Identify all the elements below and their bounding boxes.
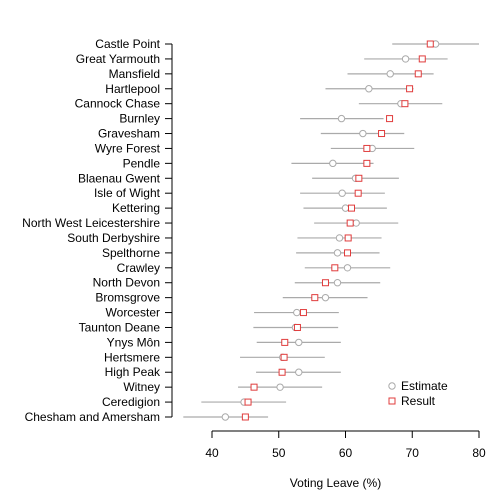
row-label: Gravesham	[98, 127, 160, 141]
x-tick-label: 50	[272, 446, 286, 460]
result-point	[401, 100, 409, 108]
estimate-markers	[221, 40, 440, 421]
x-axis: 40 50 60 70 80	[205, 430, 486, 460]
estimate-point	[401, 55, 410, 63]
result-point	[355, 174, 363, 182]
estimate-point	[341, 204, 350, 212]
row-label: Castle Point	[95, 37, 160, 51]
result-point	[363, 144, 371, 152]
result-point	[278, 368, 286, 376]
row-label: Cannock Chase	[75, 97, 161, 111]
estimate-point	[221, 413, 230, 421]
row-label: Kettering	[112, 201, 160, 215]
estimate-point	[337, 114, 346, 123]
estimate-point	[333, 249, 342, 257]
row-label: High Peak	[105, 365, 161, 379]
row-label: Burnley	[119, 112, 160, 126]
row-label: Worcester	[106, 306, 160, 320]
row-label: North West Leicestershire	[22, 216, 160, 230]
result-point	[344, 249, 352, 257]
row-label: Isle of Wight	[94, 186, 161, 200]
result-point	[250, 383, 258, 391]
estimate-point	[295, 338, 303, 347]
result-point	[418, 55, 426, 63]
estimate-point	[276, 383, 284, 391]
row-label: South Derbyshire	[67, 231, 160, 245]
estimate-point	[295, 368, 303, 376]
row-label: Wyre Forest	[95, 141, 161, 155]
result-point	[363, 159, 371, 167]
result-point	[321, 279, 329, 287]
legend-estimate-marker	[388, 382, 396, 390]
interval-lines	[183, 43, 479, 418]
result-point	[406, 85, 414, 93]
row-label: Great Yarmouth	[76, 52, 160, 66]
row-label: Hertsmere	[104, 350, 160, 364]
result-point	[331, 264, 339, 272]
x-tick-label: 70	[406, 446, 420, 460]
result-point	[386, 115, 394, 123]
result-point	[344, 234, 352, 242]
estimate-point	[321, 293, 330, 302]
result-point	[244, 398, 252, 406]
result-point	[299, 309, 307, 317]
estimate-point	[333, 279, 342, 287]
estimate-point	[352, 219, 360, 227]
row-label: Witney	[123, 380, 160, 394]
row-label: Mansfield	[109, 67, 160, 81]
estimate-point	[365, 85, 373, 93]
result-point	[354, 189, 362, 197]
result-point	[281, 338, 289, 346]
estimate-point	[329, 159, 337, 168]
result-point	[293, 323, 301, 331]
result-point	[346, 219, 354, 227]
x-tick-label: 80	[472, 446, 486, 460]
row-label: Ceredigion	[102, 395, 160, 409]
estimate-point	[293, 308, 301, 317]
estimate-point	[338, 189, 346, 197]
legend-result-marker	[388, 397, 396, 405]
x-axis-label: Voting Leave (%)	[290, 476, 381, 490]
legend-label: Estimate	[401, 379, 448, 393]
estimate-point	[359, 129, 367, 138]
estimate-point	[335, 234, 344, 242]
row-label: Bromsgrove	[95, 291, 160, 305]
result-point	[378, 130, 386, 138]
row-label: Blaenau Gwent	[78, 171, 161, 185]
x-tick-label: 60	[339, 446, 353, 460]
result-point	[311, 294, 319, 302]
result-point	[426, 40, 434, 48]
row-label: Taunton Deane	[79, 320, 161, 334]
row-label: Spelthorne	[102, 246, 160, 260]
result-point	[280, 353, 288, 361]
x-tick-label: 40	[205, 446, 219, 460]
y-axis	[165, 43, 173, 418]
result-point	[348, 204, 356, 212]
row-label: Hartlepool	[105, 82, 160, 96]
row-label: Ynys Môn	[107, 335, 160, 349]
legend-label: Result	[401, 394, 436, 408]
row-label: North Devon	[93, 276, 160, 290]
row-label: Pendle	[123, 156, 161, 170]
result-point	[414, 70, 422, 78]
row-label: Chesham and Amersham	[25, 410, 160, 424]
estimate-point	[343, 264, 352, 272]
estimate-point	[386, 70, 394, 78]
row-label: Crawley	[117, 261, 160, 275]
result-point	[241, 413, 249, 421]
result-markers	[241, 40, 434, 421]
